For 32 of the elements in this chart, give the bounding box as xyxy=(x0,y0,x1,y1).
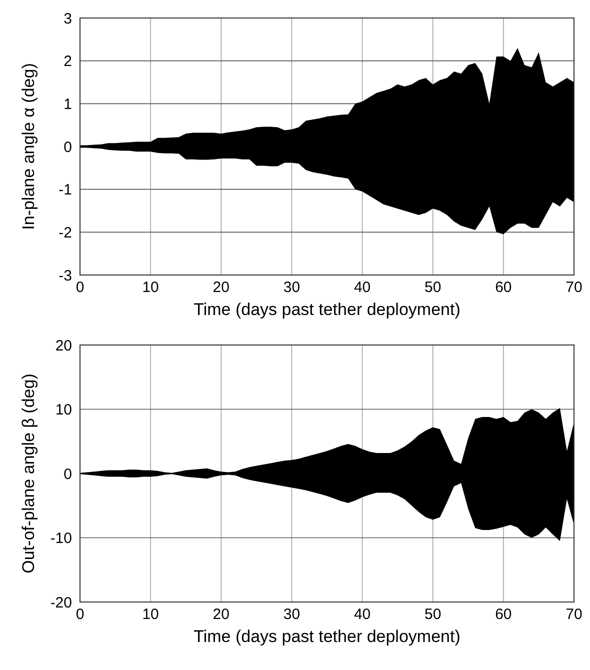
y-tick-label: -10 xyxy=(50,530,72,547)
x-tick-label: 50 xyxy=(424,606,442,623)
x-tick-label: 40 xyxy=(354,606,371,623)
y-tick-label: 1 xyxy=(64,96,72,113)
x-tick-label: 10 xyxy=(142,606,159,623)
x-tick-label: 20 xyxy=(212,279,230,296)
y-axis-title: In-plane angle α (deg) xyxy=(19,63,38,230)
x-tick-label: 0 xyxy=(76,606,84,623)
x-tick-label: 30 xyxy=(283,279,300,296)
x-tick-label: 50 xyxy=(424,279,442,296)
y-tick-label: -2 xyxy=(58,224,72,242)
x-tick-label: 70 xyxy=(566,606,582,623)
x-tick-label: 20 xyxy=(212,606,230,623)
y-tick-label: -20 xyxy=(50,594,72,612)
y-tick-label: -1 xyxy=(58,182,72,199)
y-tick-label: 10 xyxy=(55,402,72,418)
y-tick-label: 2 xyxy=(64,53,72,70)
x-tick-label: 30 xyxy=(283,606,300,623)
x-tick-label: 0 xyxy=(76,279,84,296)
x-axis-title: Time (days past tether deployment) xyxy=(194,627,460,646)
y-axis-title: Out-of-plane angle β (deg) xyxy=(19,374,38,574)
y-tick-label: -3 xyxy=(58,267,72,284)
x-axis-title: Time (days past tether deployment) xyxy=(194,300,460,319)
y-tick-label: 0 xyxy=(64,138,72,156)
y-tick-label: 0 xyxy=(64,466,72,483)
x-tick-label: 10 xyxy=(142,279,159,296)
x-tick-label: 70 xyxy=(566,279,582,296)
y-tick-label: 20 xyxy=(55,337,72,354)
x-tick-label: 60 xyxy=(495,606,512,623)
y-tick-label: 3 xyxy=(64,10,72,28)
x-tick-label: 40 xyxy=(354,279,371,296)
x-tick-label: 60 xyxy=(495,279,512,296)
